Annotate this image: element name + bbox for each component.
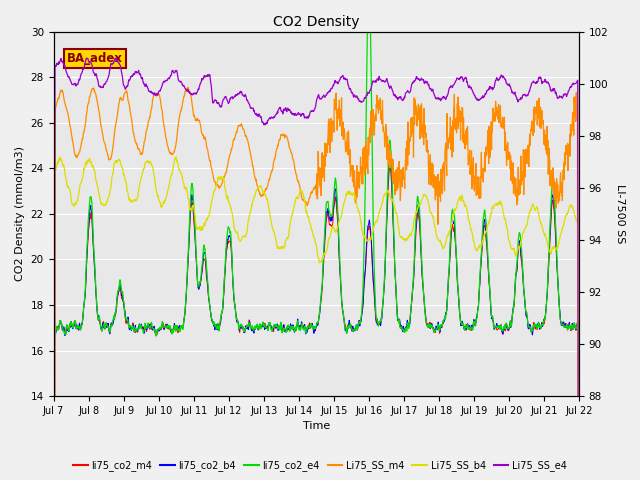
Title: CO2 Density: CO2 Density: [273, 15, 360, 29]
Y-axis label: CO2 Density (mmol/m3): CO2 Density (mmol/m3): [15, 146, 25, 281]
Y-axis label: LI-7500 SS: LI-7500 SS: [615, 184, 625, 243]
Legend: li75_co2_m4, li75_co2_b4, li75_co2_e4, Li75_SS_m4, Li75_SS_b4, Li75_SS_e4: li75_co2_m4, li75_co2_b4, li75_co2_e4, L…: [69, 456, 571, 475]
Text: BA_adex: BA_adex: [67, 52, 123, 65]
X-axis label: Time: Time: [303, 421, 330, 432]
